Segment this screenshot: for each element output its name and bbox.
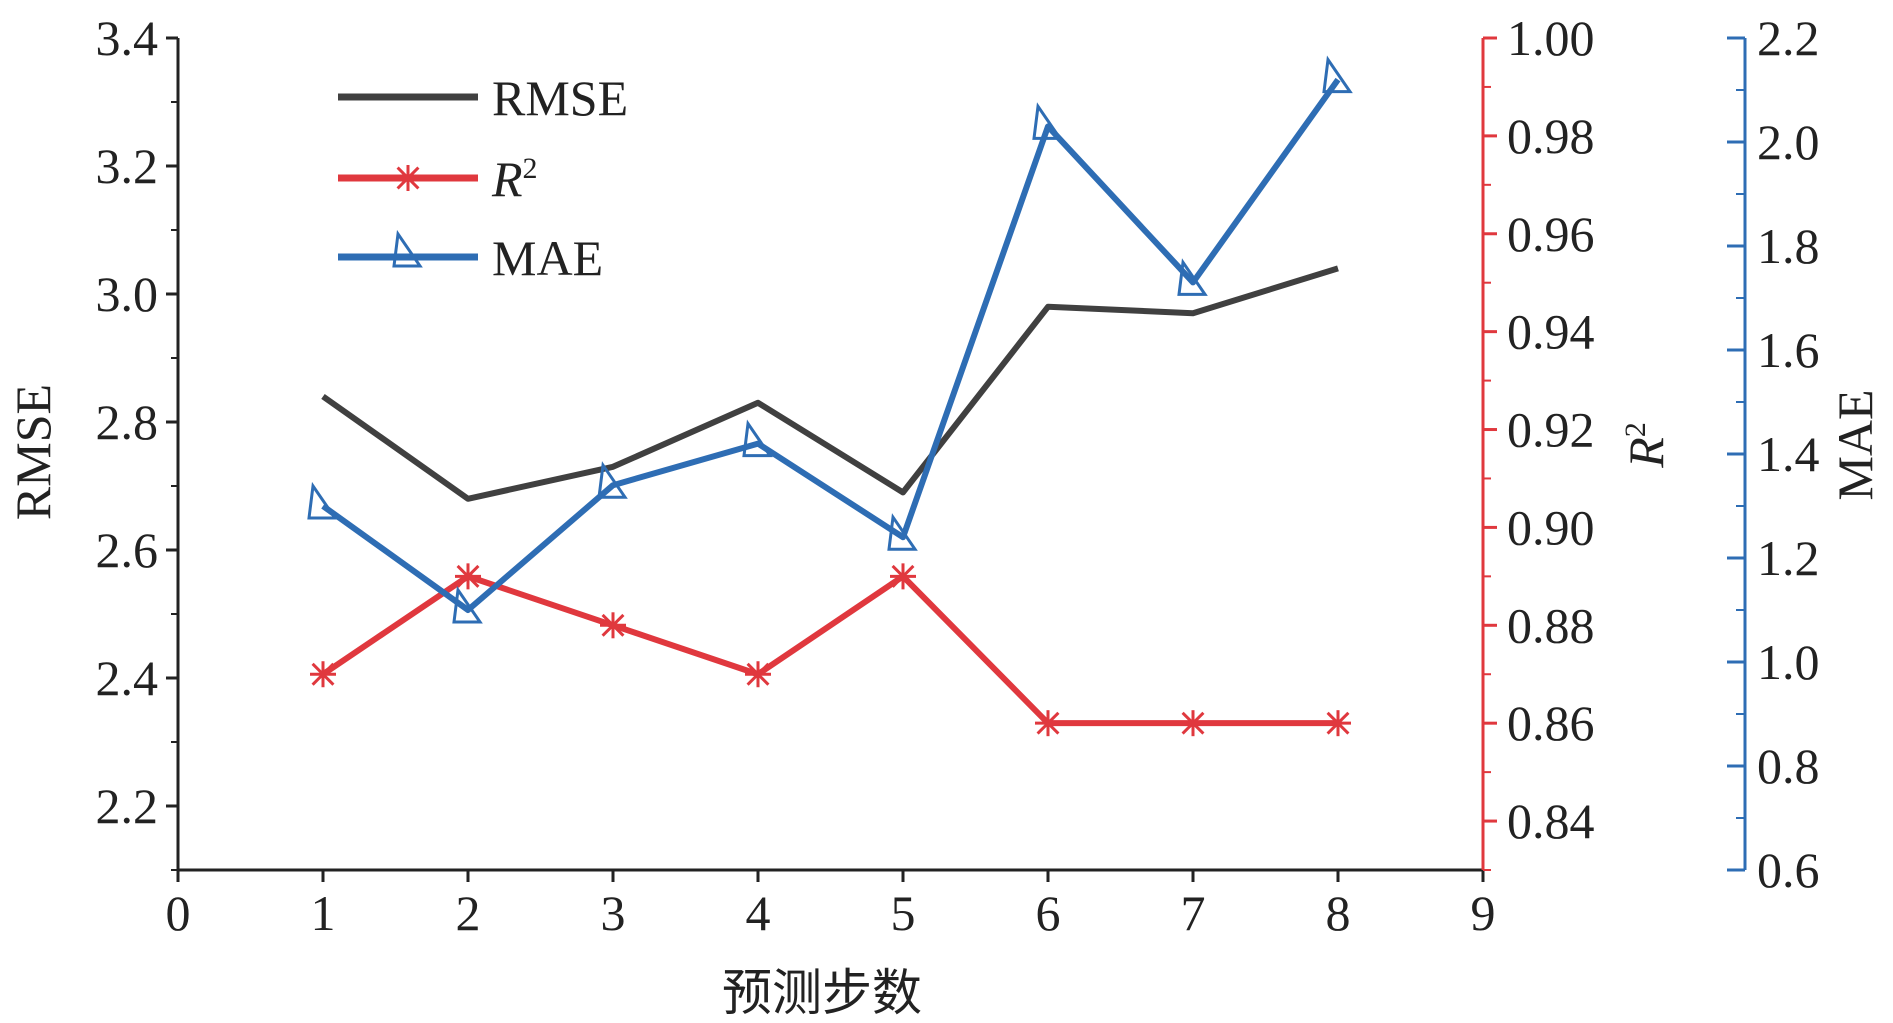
legend-item-mae: MAE — [338, 229, 603, 286]
axes-layer: 2.2 2.4 2.6 2.8 3.0 3.2 3.4 0 1 2 3 4 5 6 7 8 90.84 0.86 0… — [96, 10, 1820, 941]
right2-tick-label-6: 1.8 — [1757, 218, 1820, 274]
series-line-mae — [321, 77, 1341, 613]
left-tick-label-1: 2.4 — [96, 650, 159, 706]
point-r2-1 — [310, 661, 336, 688]
left-tick-label-3: 2.8 — [96, 394, 159, 450]
right1-tick-label-5: 0.94 — [1507, 304, 1595, 360]
point-mae-8 — [1322, 55, 1353, 94]
series-line-rmse — [321, 265, 1339, 502]
legend-label-mae: MAE — [492, 230, 603, 286]
right1-tick-label-6: 0.96 — [1507, 206, 1595, 262]
legend-label-r2-main: R — [491, 151, 523, 207]
point-r2-6 — [1035, 710, 1061, 737]
right1-tick-label-0: 0.84 — [1507, 793, 1595, 849]
point-r2-4-stroke-d2 — [746, 662, 770, 686]
right1-axis-title: R2 — [1618, 422, 1674, 469]
right1-tick-label-7: 0.98 — [1507, 108, 1595, 164]
point-r2-6-stroke-d2 — [1036, 711, 1060, 735]
x-tick-label-9: 9 — [1471, 885, 1496, 941]
x-tick-label-8: 8 — [1326, 885, 1351, 941]
point-r2-5 — [890, 563, 916, 590]
x-tick-label-0: 0 — [166, 885, 191, 941]
legend-triangle — [392, 229, 423, 268]
series-mae — [307, 55, 1353, 624]
left-tick-label-6: 3.4 — [96, 10, 159, 66]
right2-tick-label-5: 1.6 — [1757, 322, 1820, 378]
left-tick-label-0: 2.2 — [96, 778, 159, 834]
right1-axis-title-main: R — [1618, 437, 1674, 469]
legend-marker-mae — [392, 229, 423, 268]
point-mae-7 — [1177, 258, 1208, 296]
legend-label-r2: R2 — [491, 151, 538, 207]
right1-tick-label-1: 0.86 — [1507, 695, 1595, 751]
point-r2-5-stroke-d2 — [891, 564, 915, 588]
x-tick-label-5: 5 — [891, 885, 916, 941]
legend-asterisk — [395, 165, 421, 191]
legend-asterisk-stroke-d2 — [396, 166, 420, 190]
right1-tick-label-2: 0.88 — [1507, 597, 1595, 653]
right2-tick-label-4: 1.4 — [1757, 426, 1820, 482]
point-r2-4 — [745, 661, 771, 688]
point-r2-7 — [1180, 710, 1206, 737]
right2-tick-label-8: 2.2 — [1757, 10, 1820, 66]
point-r2-1-stroke-d2 — [311, 662, 335, 686]
point-r2-2 — [455, 563, 481, 590]
x-tick-label-1: 1 — [311, 885, 336, 941]
point-mae-3 — [597, 461, 628, 499]
x-tick-label-2: 2 — [456, 885, 481, 941]
point-r2-3-stroke-d2 — [601, 613, 625, 637]
point-r2-8 — [1325, 710, 1351, 737]
right2-tick-label-2: 1.0 — [1757, 634, 1820, 690]
point-r2-3 — [600, 612, 626, 639]
series-layer — [307, 55, 1353, 737]
right1-tick-label-8: 1.00 — [1507, 10, 1595, 66]
point-mae-1 — [307, 481, 338, 520]
point-r2-7-stroke-d2 — [1181, 711, 1205, 735]
legend-label-rmse: RMSE — [492, 70, 628, 126]
series-line-r2 — [321, 573, 1338, 727]
series-r2 — [310, 563, 1351, 737]
point-r2-2-stroke-d2 — [456, 564, 480, 588]
x-tick-label-3: 3 — [601, 885, 626, 941]
right2-tick-label-1: 0.8 — [1757, 738, 1820, 794]
left-axis-title: RMSE — [5, 384, 61, 520]
x-tick-label-7: 7 — [1181, 885, 1206, 941]
x-axis-title: 预测步数 — [722, 965, 922, 1021]
legend-marker-r2 — [395, 165, 421, 191]
legend-label-r2-sup: 2 — [523, 152, 538, 185]
left-tick-label-2: 2.6 — [96, 522, 159, 578]
point-mae-6 — [1032, 102, 1063, 140]
series-rmse — [321, 265, 1339, 502]
right1-tick-label-3: 0.90 — [1507, 499, 1595, 555]
point-mae-4 — [742, 419, 773, 458]
x-tick-label-4: 4 — [746, 885, 771, 941]
point-mae-2 — [452, 585, 483, 624]
right2-tick-label-0: 0.6 — [1757, 842, 1820, 898]
left-tick-label-5: 3.2 — [96, 138, 159, 194]
right1-tick-label-4: 0.92 — [1507, 402, 1595, 458]
point-r2-8-stroke-d2 — [1326, 711, 1350, 735]
right2-tick-label-7: 2.0 — [1757, 114, 1820, 170]
x-tick-label-6: 6 — [1036, 885, 1061, 941]
right1-axis-title-sup: 2 — [1619, 422, 1652, 437]
point-mae-5 — [887, 513, 918, 551]
right2-axis-title: MAE — [1827, 389, 1883, 500]
legend-item-r2: R2 — [338, 151, 538, 207]
right2-tick-label-3: 1.2 — [1757, 530, 1820, 586]
legend-item-rmse: RMSE — [338, 70, 628, 126]
left-tick-label-4: 3.0 — [96, 266, 159, 322]
